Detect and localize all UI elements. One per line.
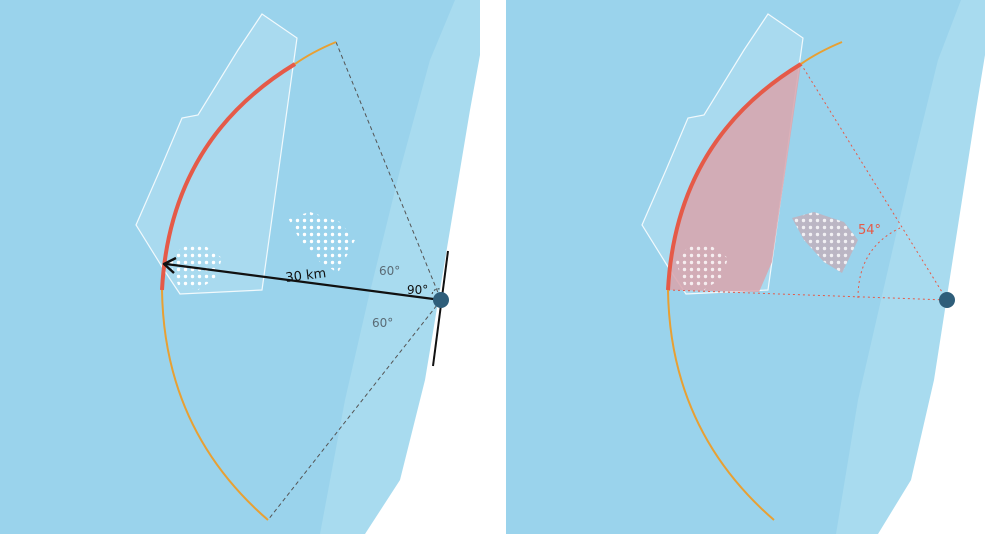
observer-point — [939, 292, 955, 308]
angle-upper-label: 60° — [379, 264, 400, 278]
land-area — [365, 0, 480, 534]
land-area — [878, 0, 985, 534]
left-diagram: 30 km 60° 90° 60° — [0, 0, 480, 534]
arc-lower-far — [161, 289, 269, 521]
arc-visible-segment — [666, 62, 803, 291]
arc-visible-segment — [160, 62, 297, 291]
arc-upper-far — [800, 41, 843, 65]
turbine-cluster-1 — [676, 244, 728, 290]
distance-arrow — [165, 262, 442, 302]
lower-sightline — [667, 289, 948, 301]
arc-lower-far — [667, 289, 775, 521]
lower-sightline — [267, 299, 442, 521]
visible-sector-shading — [668, 64, 801, 292]
distance-label: 30 km — [285, 266, 327, 286]
angle-label: 54° — [858, 223, 881, 238]
upper-sightline — [335, 41, 442, 301]
coast-tangent-line — [432, 250, 449, 367]
turbine-cluster-2 — [792, 212, 858, 273]
right-angle-marker — [431, 288, 441, 295]
arc-upper-far — [294, 41, 337, 65]
arrow-head-icon — [162, 256, 177, 274]
wind-farm-zone — [135, 13, 298, 295]
observer-point — [433, 292, 449, 308]
angle-right-label: 90° — [407, 283, 428, 297]
turbine-cluster-2 — [288, 212, 355, 273]
angle-lower-label: 60° — [372, 316, 393, 330]
left-panel: 30 km 60° 90° 60° — [0, 0, 480, 534]
upper-sightline — [800, 63, 948, 301]
right-panel: 54° — [506, 0, 985, 534]
right-diagram: 54° — [506, 0, 985, 534]
